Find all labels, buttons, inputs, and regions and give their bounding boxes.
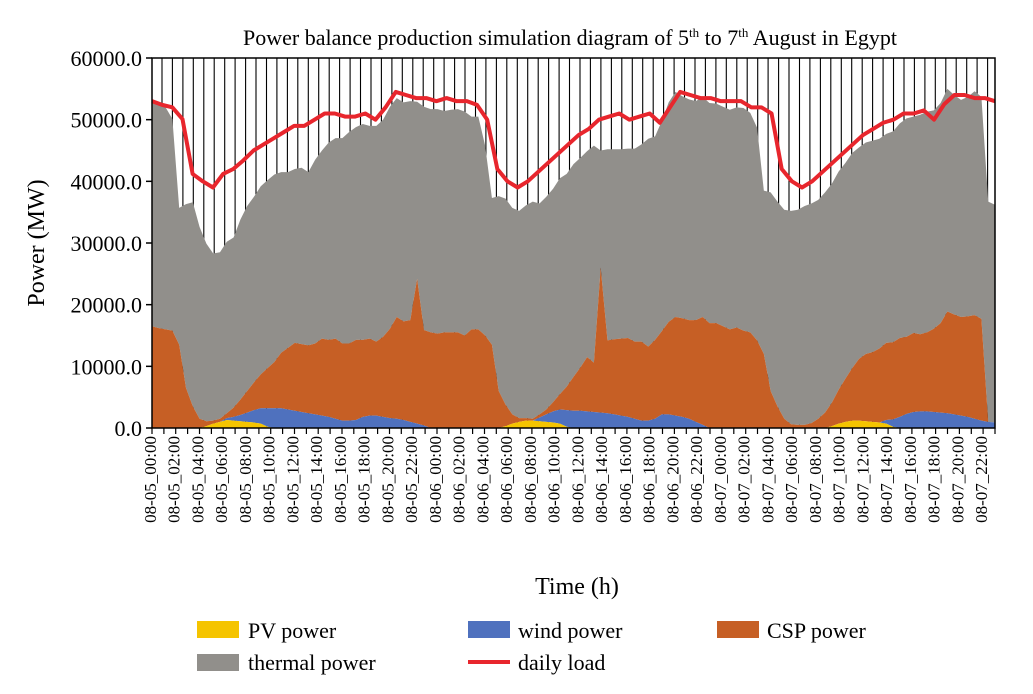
x-tick-label: 08-05_02:00: [165, 436, 184, 523]
area-thermal-power: [152, 88, 995, 425]
x-tick-label: 08-05_18:00: [355, 436, 374, 523]
y-tick-label: 50000.0: [71, 108, 143, 133]
x-tick-label: 08-05_12:00: [284, 436, 303, 523]
y-tick-label: 60000.0: [71, 46, 143, 71]
x-tick-label: 08-07_14:00: [877, 436, 896, 523]
y-tick-label: 30000.0: [71, 231, 143, 256]
x-tick-label: 08-07_08:00: [806, 436, 825, 523]
x-tick-label: 08-05_10:00: [260, 436, 279, 523]
x-tick-label: 08-07_20:00: [948, 436, 967, 523]
x-tick-label: 08-06_02:00: [450, 436, 469, 523]
x-tick-label: 08-05_14:00: [307, 436, 326, 523]
x-tick-label: 08-06_14:00: [592, 436, 611, 523]
title-mid: to 7: [699, 25, 738, 50]
x-tick-label: 08-06_16:00: [616, 436, 635, 523]
plot-area: [151, 58, 996, 428]
x-tick-label: 08-05_22:00: [402, 436, 421, 523]
y-axis-title: Power (MW): [24, 179, 50, 306]
y-tick-label: 40000.0: [71, 169, 143, 194]
legend-swatch-thermal: [197, 654, 239, 671]
x-tick-label: 08-05_04:00: [189, 436, 208, 523]
x-tick-label: 08-07_00:00: [711, 436, 730, 523]
line-daily-load: [151, 89, 996, 190]
x-tick-label: 08-06_08:00: [521, 436, 540, 523]
legend-label-csp: CSP power: [767, 618, 866, 643]
x-tick-label: 08-06_18:00: [640, 436, 659, 523]
legend-swatch-csp: [717, 621, 759, 638]
area-wind-power: [152, 408, 995, 428]
x-tick-label: 08-05_06:00: [212, 436, 231, 523]
x-tick-label: 08-06_20:00: [663, 436, 682, 523]
x-tick-label: 08-07_16:00: [901, 436, 920, 523]
area-csp-power: [152, 267, 995, 428]
title-main: Power balance production simulation diag…: [243, 25, 689, 50]
x-tick-label: 08-05_20:00: [379, 436, 398, 523]
x-tick-label: 08-06_00:00: [426, 436, 445, 523]
legend-label-wind: wind power: [518, 618, 623, 643]
x-tick-label: 08-07_18:00: [925, 436, 944, 523]
x-tick-label: 08-06_06:00: [497, 436, 516, 523]
x-tick-label: 08-07_02:00: [735, 436, 754, 523]
chart-title: Power balance production simulation diag…: [243, 25, 897, 50]
title-sup1: th: [689, 25, 700, 40]
y-tick-label: 10000.0: [71, 354, 143, 379]
x-tick-label: 08-05_16:00: [331, 436, 350, 523]
x-axis-title: Time (h): [535, 574, 619, 600]
y-tick-label: 20000.0: [71, 293, 143, 318]
x-tick-label: 08-06_04:00: [474, 436, 493, 523]
legend-swatch-pv: [197, 621, 239, 638]
x-tick-label: 08-07_12:00: [853, 436, 872, 523]
x-tick-label: 08-06_10:00: [545, 436, 564, 523]
area-pv-power: [152, 419, 995, 428]
legend-label-load: daily load: [518, 650, 605, 675]
legend-label-pv: PV power: [248, 618, 337, 643]
x-tick-label: 08-06_12:00: [568, 436, 587, 523]
x-tick-label: 08-06_22:00: [687, 436, 706, 523]
x-tick-label: 08-05_00:00: [141, 436, 160, 523]
x-tick-label: 08-07_06:00: [782, 436, 801, 523]
axes: 0.0 10000.0 20000.0 30000.0 40000.0 50000.0 60…: [71, 46, 996, 523]
legend: PV power wind power CSP power thermal po…: [197, 618, 866, 675]
title-end: August in Egypt: [748, 25, 897, 50]
title-sup2: th: [738, 25, 749, 40]
x-tick-label: 08-07_10:00: [830, 436, 849, 523]
x-tick-label: 08-07_04:00: [758, 436, 777, 523]
x-tick-label: 08-07_22:00: [972, 436, 991, 523]
y-tick-label: 0.0: [115, 416, 143, 441]
x-tick-label: 08-05_08:00: [236, 436, 255, 523]
legend-label-thermal: thermal power: [248, 650, 376, 675]
legend-swatch-wind: [468, 621, 510, 638]
